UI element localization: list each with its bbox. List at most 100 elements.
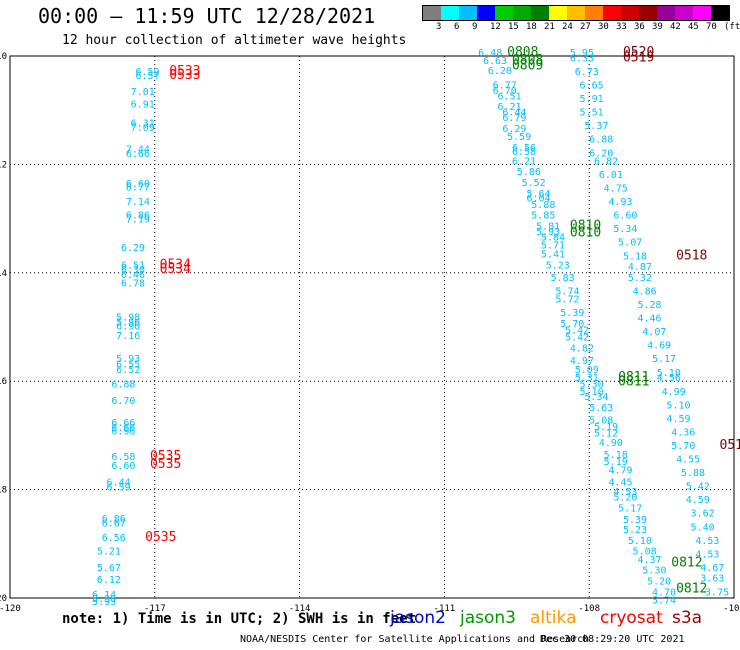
wave-height-value: 5.10: [657, 368, 681, 379]
wave-height-value: 6.56: [512, 143, 536, 154]
wave-height-value: 5.42: [686, 482, 710, 493]
wave-height-value: 5.84: [541, 232, 565, 243]
wave-height-value: 5.09: [575, 365, 599, 376]
x-tick-label: -108: [578, 604, 600, 614]
color-swatch: [675, 6, 693, 20]
wave-height-value: 5.63: [589, 403, 613, 414]
wave-height-value: 6.55: [116, 360, 140, 371]
wave-height-value: 5.93: [536, 227, 560, 238]
wave-height-value: 6.88: [589, 135, 613, 146]
pass-time-label: 0534: [160, 262, 191, 277]
wave-height-value: 4.79: [609, 465, 633, 476]
wave-height-value: 4.07: [642, 327, 666, 338]
wave-height-value: 5.10: [580, 387, 604, 398]
wave-height-value: 6.67: [102, 518, 126, 529]
wave-height-value: 7.16: [116, 331, 140, 342]
pass-time-label: 0517: [720, 438, 740, 453]
y-tick-label: -14: [0, 269, 7, 279]
wave-height-value: 5.23: [623, 525, 647, 536]
wave-height-value: 6.77: [493, 81, 517, 92]
pass-time-label: 0534: [160, 257, 191, 272]
note-text: note: 1) Time is in UTC; 2) SWH is in fe…: [62, 611, 417, 627]
scale-label: 39: [652, 22, 663, 32]
wave-height-value: 3.75: [705, 587, 729, 598]
wave-height-value: 5.30: [642, 566, 666, 577]
wave-height-value: 5.93: [92, 597, 116, 608]
wave-height-value: 6.20: [589, 148, 613, 159]
wave-height-value: 5.74: [555, 286, 579, 297]
wave-height-value: 5.52: [522, 178, 546, 189]
x-tick-label: -120: [0, 604, 21, 614]
wave-height-value: 4.93: [609, 197, 633, 208]
wave-height-value: 5.42: [565, 326, 589, 337]
wave-height-value: 3.63: [700, 574, 724, 585]
pass-time-label: 0809: [512, 59, 543, 74]
wave-height-value: 6.01: [599, 170, 623, 181]
pass-time-label: 0812: [676, 582, 707, 597]
x-tick-label: -105: [723, 604, 740, 614]
wave-height-value: 6.5?: [135, 71, 159, 82]
wave-height-value: 4.67: [700, 563, 724, 574]
wave-height-value: 5.19: [604, 457, 628, 468]
wave-height-value: 5.31: [575, 373, 599, 384]
wave-height-value: 5.91: [580, 94, 604, 105]
wave-height-value: 5.18: [604, 450, 628, 461]
wave-height-value: 5.88: [531, 200, 555, 211]
wave-height-value: 6.63: [483, 56, 507, 67]
pass-time-label: 0812: [671, 556, 702, 571]
wave-height-value: 5.88: [681, 468, 705, 479]
scale-label: 12: [490, 22, 501, 32]
wave-height-value: 7.44: [126, 144, 150, 155]
color-swatch: [567, 6, 585, 20]
wave-height-value: 5.07: [618, 238, 642, 249]
x-tick-label: -114: [289, 604, 311, 614]
wave-height-value: 5.10: [666, 400, 690, 411]
scale-label: 36: [634, 22, 645, 32]
scale-label: 21: [544, 22, 555, 32]
color-swatch: [495, 6, 513, 20]
legend-item-cryosat: cryosat: [600, 608, 663, 628]
color-swatch: [585, 6, 603, 20]
wave-height-value: 5.37: [584, 121, 608, 132]
wave-height-value: 6.58: [111, 452, 135, 463]
pass-time-label: 0518: [676, 248, 707, 263]
wave-height-value: 5.85: [531, 211, 555, 222]
wave-height-value: 4.86: [633, 286, 657, 297]
wave-height-value: 6.66: [126, 149, 150, 160]
color-scale-bar: [422, 5, 730, 21]
wave-height-value: 5.19: [594, 422, 618, 433]
wave-height-value: 5.08: [633, 547, 657, 558]
wave-height-value: 5.95: [570, 48, 594, 59]
pass-time-label: 0519: [623, 50, 654, 65]
wave-height-value: 6.90: [116, 322, 140, 333]
wave-height-value: 4.59: [686, 495, 710, 506]
wave-height-value: 6.70: [111, 396, 135, 407]
color-swatch: [603, 6, 621, 20]
wave-height-value: 5.71: [541, 240, 565, 251]
wave-height-value: 5.12: [594, 428, 618, 439]
wave-height-value: 6.56: [102, 533, 126, 544]
wave-height-value: 6.77: [126, 182, 150, 193]
y-tick-label: -18: [0, 486, 7, 496]
color-swatch: [549, 6, 567, 20]
pass-time-label: 0810: [570, 225, 601, 240]
wave-height-value: 6.21: [512, 156, 536, 167]
scale-label: 70: [706, 22, 717, 32]
y-tick-label: -20: [0, 594, 7, 604]
wave-height-value: 6.59: [135, 67, 159, 78]
wave-height-value: 6.59: [107, 483, 131, 494]
wave-height-value: 4.53: [695, 549, 719, 560]
wave-height-value: 4.53: [613, 487, 637, 498]
y-tick-label: -16: [0, 377, 7, 387]
wave-height-value: 6.29: [502, 124, 526, 135]
wave-height-value: 5.96: [116, 317, 140, 328]
wave-height-value: 6.31: [131, 118, 155, 129]
wave-height-value: 5.41: [541, 250, 565, 261]
scale-label: 18: [526, 22, 537, 32]
pass-time-label: 0808: [507, 45, 538, 60]
wave-height-value: 5.72: [555, 295, 579, 306]
color-swatch: [423, 6, 441, 20]
legend-item-jason2: jason2: [390, 608, 446, 628]
timestamp-text: Dec 30 08:29:20 UTC 2021: [540, 634, 685, 645]
